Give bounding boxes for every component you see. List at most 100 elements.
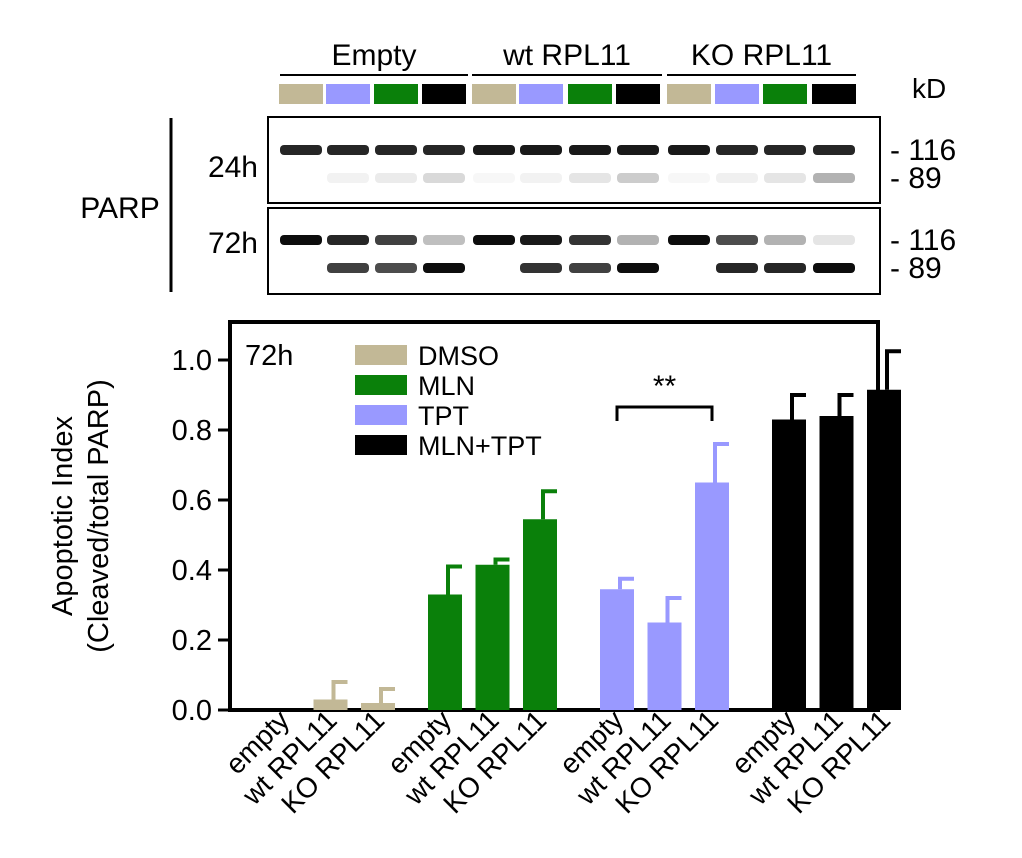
bar-chart: 72h Apoptotic Index (Cleaved/total PARP)… [47,320,901,819]
band-cleaved-p0-lane9 [716,173,758,183]
chart-annotation: 72h [245,340,293,372]
bar-tpt-2 [695,482,729,710]
band-full-p0-lane11 [813,145,855,155]
lane-color-chip-4 [472,84,516,104]
legend-label-2: TPT [418,401,469,431]
lane-color-chip-3 [422,84,466,104]
band-cleaved-p0-lane7 [617,173,659,183]
marker-89-1: - 89 [890,252,942,285]
panel-time-1: 72h [208,227,258,260]
band-full-p0-lane5 [520,145,562,155]
significance-label: ** [653,370,677,403]
y-tick-label-1: 0.2 [172,625,212,657]
bar-mln-1 [475,564,510,710]
band-cleaved-p1-lane10 [764,263,806,273]
band-cleaved-p1-lane6 [569,263,611,273]
band-full-p1-lane10 [764,235,806,245]
bar-mln-tpt-1 [819,416,854,710]
band-full-p1-lane9 [716,235,758,245]
lane-color-chip-6 [568,84,612,104]
group-label-2: KO RPL11 [691,39,832,72]
lane-color-chip-2 [374,84,418,104]
marker-116-0: - 116 [890,134,956,167]
legend-label-1: MLN [418,371,475,401]
bar-dmso-1 [313,699,348,710]
bar-mln-tpt-2 [867,389,901,710]
blot-panel-1 [267,207,881,295]
band-cleaved-p0-lane1 [327,173,369,183]
group-label-0: Empty [331,39,416,72]
band-cleaved-p0-lane5 [520,173,562,183]
y-axis-label-line2: (Cleaved/total PARP) [83,379,115,652]
band-full-p1-lane11 [813,235,855,245]
band-full-p0-lane10 [764,145,806,155]
band-full-p1-lane6 [569,235,611,245]
lane-color-chip-9 [715,84,759,104]
band-cleaved-p0-lane10 [764,173,806,183]
y-tick-label-5: 1.0 [172,345,212,377]
legend-swatch-3 [355,435,407,455]
y-tick-label-0: 0.0 [172,695,212,727]
y-tick-label-2: 0.4 [172,555,212,587]
legend-label-3: MLN+TPT [418,431,542,461]
legend-swatch-1 [355,375,407,395]
bar-tpt-1 [647,622,682,710]
bar-mln-2 [523,519,557,710]
bar-tpt-0 [600,589,634,710]
band-full-p0-lane3 [423,145,465,155]
band-cleaved-p0-lane4 [473,173,515,183]
band-full-p1-lane3 [423,235,465,245]
band-full-p1-lane1 [327,235,369,245]
lane-color-chip-7 [616,84,660,104]
panel-time-0: 24h [208,151,258,184]
kd-label: kD [912,73,946,104]
legend-label-0: DMSO [418,341,499,371]
band-cleaved-p0-lane11 [813,173,855,183]
marker-116-1: - 116 [890,224,956,257]
protein-label: PARP [80,192,159,225]
bar-dmso-2 [361,703,395,710]
lane-color-chip-5 [519,84,563,104]
band-full-p1-lane0 [280,235,322,245]
marker-89-0: - 89 [890,162,942,195]
band-full-p0-lane2 [375,145,417,155]
band-full-p0-lane7 [617,145,659,155]
band-cleaved-p0-lane3 [423,173,465,183]
lane-color-chip-10 [763,84,807,104]
lane-color-chip-1 [326,84,370,104]
band-full-p1-lane4 [473,235,515,245]
band-full-p0-lane9 [716,145,758,155]
y-axis-label-line1: Apoptotic Index [47,416,79,616]
band-full-p0-lane4 [473,145,515,155]
blot-panel-0 [267,116,881,204]
band-cleaved-p1-lane3 [423,263,465,273]
legend-swatch-2 [355,405,407,425]
band-cleaved-p0-lane8 [668,173,710,183]
band-full-p1-lane7 [617,235,659,245]
band-full-p1-lane5 [520,235,562,245]
band-cleaved-p0-lane2 [375,173,417,183]
band-full-p1-lane8 [668,235,710,245]
band-full-p0-lane0 [280,145,322,155]
group-label-1: wt RPL11 [502,39,631,72]
band-full-p0-lane6 [569,145,611,155]
legend-swatch-0 [355,345,407,365]
band-full-p1-lane2 [375,235,417,245]
band-cleaved-p1-lane11 [813,263,855,273]
band-cleaved-p1-lane5 [520,263,562,273]
bar-mln-tpt-0 [772,419,806,710]
band-full-p0-lane1 [327,145,369,155]
y-tick-label-3: 0.6 [172,485,212,517]
lane-color-chip-0 [279,84,323,104]
band-cleaved-p0-lane6 [569,173,611,183]
lane-color-chip-8 [667,84,711,104]
bar-mln-0 [428,594,462,710]
band-cleaved-p1-lane1 [327,263,369,273]
significance-bracket [615,405,714,421]
y-tick-label-4: 0.8 [172,415,212,447]
band-full-p0-lane8 [668,145,710,155]
band-cleaved-p1-lane7 [617,263,659,273]
band-cleaved-p1-lane9 [716,263,758,273]
